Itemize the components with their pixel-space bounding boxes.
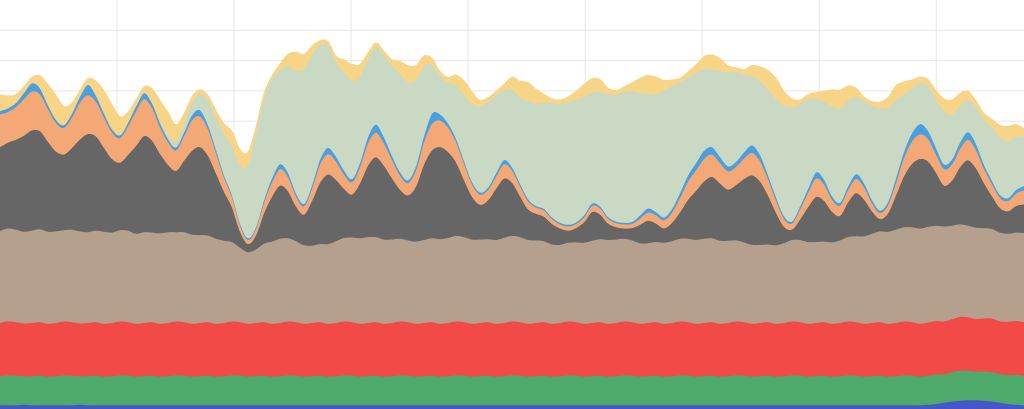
area-series-3 bbox=[0, 316, 1024, 377]
area-series-4 bbox=[0, 223, 1024, 324]
chart-areas bbox=[0, 39, 1024, 409]
area-series-9 bbox=[0, 39, 1024, 169]
